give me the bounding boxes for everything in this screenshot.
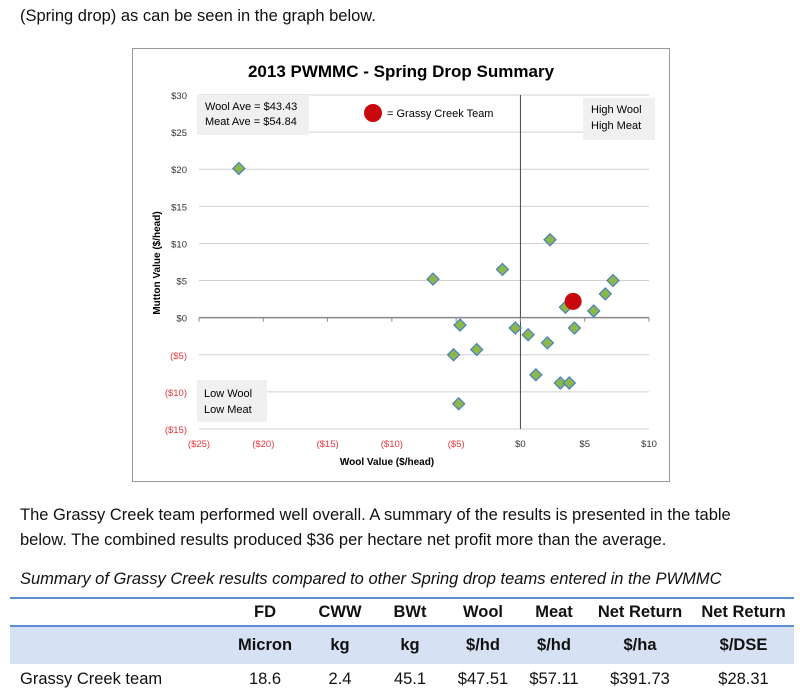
data-point (540, 336, 555, 350)
grassy-creek-point (564, 292, 582, 310)
unit-cell: $/hd (466, 636, 500, 654)
intro-line: (Spring drop) as can be seen in the grap… (20, 7, 376, 25)
y-tick-label: $30 (171, 91, 187, 102)
cell: 18.6 (248, 669, 282, 688)
header-cell: FD (254, 602, 276, 621)
data-point (586, 304, 601, 318)
data-point (529, 367, 543, 382)
x-tick-label: $5 (579, 439, 590, 450)
cell: $391.73 (610, 669, 670, 688)
results-table: FD CWW BWt Wool Meat Net Return Net Retu… (10, 597, 794, 694)
x-tick-label: $10 (641, 439, 657, 450)
legend-label: = Grassy Creek Team (387, 108, 493, 120)
y-tick-label: $15 (171, 202, 187, 213)
cell: $47.51 (457, 669, 509, 688)
data-point (562, 376, 577, 390)
high-quadrant-box (583, 98, 655, 140)
data-point (521, 327, 535, 342)
data-point (446, 347, 461, 362)
table-caption: Summary of Grassy Creek results compared… (20, 570, 722, 588)
data-point (426, 272, 440, 286)
scatter-chart: 2013 PWMMC - Spring Drop Summary $30 $25 $… (132, 48, 670, 482)
header-cell: CWW (318, 602, 362, 621)
data-point (451, 396, 466, 411)
cell: $57.11 (529, 669, 579, 688)
x-tick-label: ($5) (448, 439, 465, 450)
unit-cell: $/DSE (719, 636, 768, 654)
high-meat-label: High Meat (591, 120, 641, 132)
y-tick-label: $0 (176, 314, 187, 325)
x-tick-label: ($10) (381, 439, 403, 450)
x-tick-label: ($20) (252, 439, 274, 450)
y-tick-label: $20 (171, 165, 187, 176)
y-tick-label: $10 (171, 239, 187, 250)
x-tick-label: ($15) (316, 439, 338, 450)
units-row: Micron kg kg $/hd $/hd $/ha $/DSE (10, 626, 794, 664)
low-meat-label: Low Meat (204, 404, 252, 416)
data-point (232, 161, 246, 176)
header-cell: BWt (393, 602, 427, 621)
wool-average: Wool Ave = $43.43 (205, 101, 297, 113)
cell: Grassy Creek team (20, 669, 163, 688)
data-point (469, 342, 484, 357)
header-cell: Net Return (701, 602, 786, 621)
low-quadrant-box (197, 380, 267, 422)
cell: 2.4 (328, 669, 352, 688)
data-point (598, 287, 613, 301)
table-row: Grassy Creek team 18.6 2.4 45.1 $47.51 $… (10, 664, 794, 694)
unit-cell: $/ha (623, 636, 657, 654)
header-cell: Wool (462, 602, 504, 621)
header-row: FD CWW BWt Wool Meat Net Return Net Retu… (10, 598, 794, 626)
unit-cell: kg (330, 636, 350, 654)
low-wool-label: Low Wool (204, 388, 252, 400)
x-tick-label: ($25) (188, 439, 210, 450)
unit-cell: Micron (237, 636, 293, 654)
header-cell: Net Return (597, 602, 683, 621)
data-point (453, 318, 467, 332)
y-tick-label: $5 (176, 277, 187, 288)
cell: $28.31 (718, 669, 769, 688)
y-tick-label: $25 (171, 128, 187, 139)
meat-average: Meat Ave = $54.84 (205, 116, 297, 128)
y-axis-label: Mutton Value ($/head) (152, 211, 163, 314)
y-tick-label: ($5) (170, 351, 187, 362)
header-cell (10, 598, 225, 626)
cell: 45.1 (393, 669, 427, 688)
chart-svg: 2013 PWMMC - Spring Drop Summary $30 $25 $… (152, 62, 657, 468)
high-wool-label: High Wool (591, 104, 642, 116)
data-point (495, 262, 510, 277)
x-axis-label: Wool Value ($/head) (340, 457, 434, 468)
unit-cell: kg (400, 636, 420, 654)
unit-cell (10, 626, 225, 664)
y-tick-label: ($10) (165, 388, 187, 399)
header-cell: Meat (535, 602, 573, 621)
data-point (543, 232, 557, 247)
data-point (508, 321, 523, 335)
paragraph-line-1: The Grassy Creek team performed well ove… (20, 506, 731, 524)
chart-title: 2013 PWMMC - Spring Drop Summary (248, 62, 555, 81)
averages-box (197, 95, 309, 135)
unit-cell: $/hd (537, 636, 571, 654)
x-tick-label: $0 (515, 439, 526, 450)
y-tick-label: ($15) (165, 425, 187, 436)
legend-marker (364, 104, 382, 122)
data-point (606, 273, 620, 288)
data-point (567, 321, 582, 335)
data-point (553, 376, 568, 390)
paragraph-line-2: below. The combined results produced $36… (20, 531, 667, 549)
